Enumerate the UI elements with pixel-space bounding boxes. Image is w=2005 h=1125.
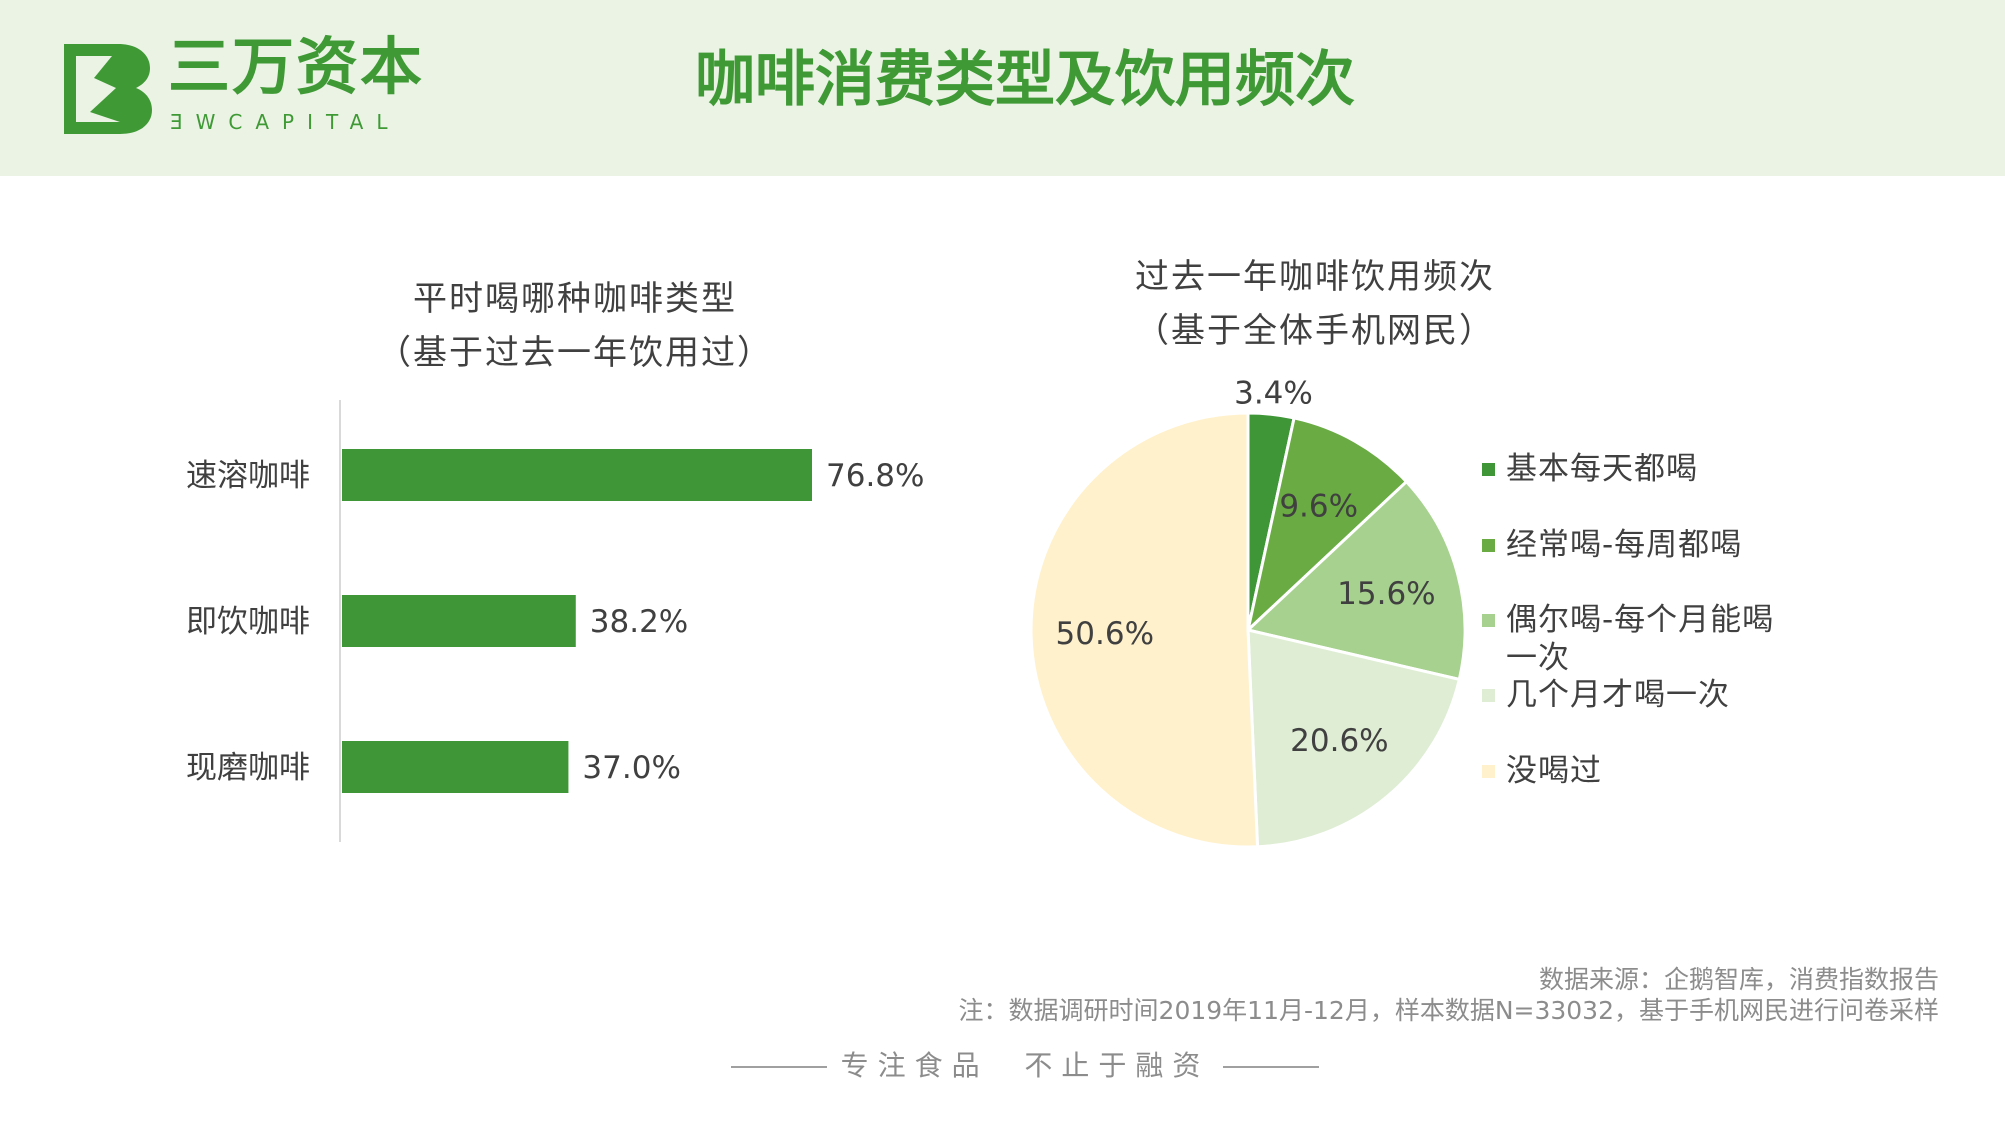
- pie-slice: [1029, 411, 1260, 849]
- pie-value-label: 50.6%: [1056, 616, 1154, 652]
- legend-swatch: [1482, 765, 1495, 778]
- bar-chart-title-line1: 平时喝哪种咖啡类型: [413, 279, 737, 319]
- bar-category-label: 速溶咖啡: [186, 458, 310, 494]
- logo-mark-icon: [64, 44, 152, 134]
- pie-chart-title-line2: （基于全体手机网民）: [1135, 311, 1495, 351]
- bar: [342, 449, 812, 501]
- pie-value-label: 3.4%: [1234, 375, 1313, 411]
- legend-label-line2: 一次: [1506, 640, 1570, 676]
- legend-label-line1: 偶尔喝-每个月能喝: [1506, 602, 1775, 638]
- source-note: 数据来源：企鹅智库，消费指数报告 注：数据调研时间2019年11月-12月，样本…: [959, 964, 1939, 1026]
- legend-label: 偶尔喝-每个月能喝 一次: [1506, 601, 1806, 677]
- footer-divider-left: [730, 1066, 827, 1068]
- page-title: 咖啡消费类型及饮用频次: [695, 45, 1355, 115]
- pie-slice: [1244, 479, 1467, 682]
- legend-swatch: [1482, 463, 1495, 476]
- bar-chart-title: 平时喝哪种咖啡类型 （基于过去一年饮用过）: [330, 272, 820, 380]
- bar-value-label: 38.2%: [590, 604, 688, 640]
- legend-swatch: [1482, 539, 1495, 552]
- logo-text-cn: 三万资本: [168, 30, 425, 103]
- legend-label: 几个月才喝一次: [1506, 677, 1730, 713]
- source-line: 数据来源：企鹅智库，消费指数报告: [1538, 965, 1939, 994]
- pie-value-label: 15.6%: [1337, 576, 1435, 612]
- legend-label: 没喝过: [1506, 753, 1602, 789]
- pie-slice: [1245, 416, 1409, 635]
- bar: [342, 741, 569, 793]
- bar-value-label: 76.8%: [826, 458, 924, 494]
- footer-slogan-right: 不止于融资: [1024, 1049, 1210, 1082]
- pie-value-label: 20.6%: [1290, 723, 1388, 759]
- footer-divider-right: [1223, 1066, 1320, 1068]
- legend-swatch: [1482, 689, 1495, 702]
- legend-swatch: [1482, 614, 1495, 627]
- bar-chart-title-line2: （基于过去一年饮用过）: [377, 333, 773, 373]
- bar: [342, 595, 576, 647]
- legend-label: 基本每天都喝: [1506, 451, 1698, 487]
- bar-category-label: 现磨咖啡: [186, 750, 310, 786]
- header-banner: 三万资本 ƎWCAPITAL 咖啡消费类型及饮用频次: [0, 0, 2005, 176]
- pie-chart-title: 过去一年咖啡饮用频次 （基于全体手机网民）: [1030, 250, 1600, 358]
- footer-slogan: 专注食品 不止于融资: [0, 1048, 2005, 1084]
- survey-note: 注：数据调研时间2019年11月-12月，样本数据N=33032，基于手机网民进…: [958, 996, 1939, 1025]
- legend-label: 经常喝-每周都喝: [1506, 527, 1743, 563]
- pie-chart-title-line1: 过去一年咖啡饮用频次: [1135, 257, 1495, 297]
- pie-slice: [1246, 628, 1462, 849]
- logo-text-en: ƎWCAPITAL: [170, 110, 401, 134]
- footer-slogan-left: 专注食品: [840, 1049, 989, 1082]
- bar-category-label: 即饮咖啡: [186, 604, 310, 640]
- pie-value-label: 9.6%: [1279, 488, 1358, 524]
- bar-value-label: 37.0%: [582, 750, 680, 786]
